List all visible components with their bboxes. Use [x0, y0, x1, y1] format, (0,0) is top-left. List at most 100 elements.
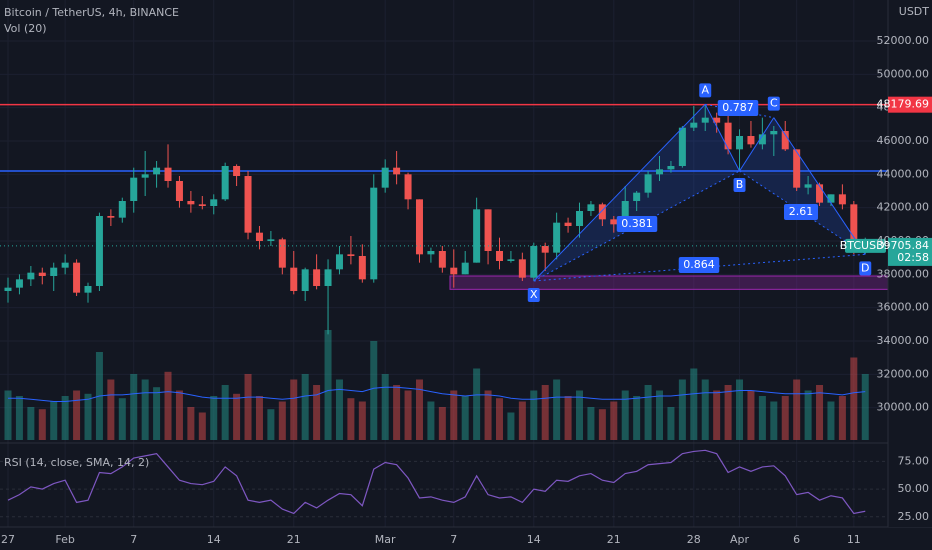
pattern-line: [773, 117, 866, 255]
pattern-point-label: B: [736, 178, 744, 191]
volume-bar: [633, 396, 641, 440]
volume-bar: [244, 374, 252, 440]
rsi-tick-label: 75.00: [898, 454, 930, 467]
candle-body: [610, 219, 618, 225]
candle-body: [95, 216, 103, 286]
volume-bar: [4, 390, 12, 440]
pattern-point-bg: [859, 261, 872, 276]
volume-bar: [313, 385, 321, 440]
y-tick-label: 52000.00: [877, 34, 930, 47]
candle-body: [335, 254, 343, 270]
candle-body: [415, 199, 423, 255]
volume-bar: [747, 390, 755, 440]
ratio-label-bg: [678, 257, 720, 273]
volume-bar: [267, 409, 275, 440]
volume-bar: [301, 374, 309, 440]
x-tick-label: 14: [527, 533, 541, 546]
volume-bar: [15, 396, 23, 440]
candle-body: [804, 184, 812, 188]
candle-body: [38, 272, 46, 276]
candle-body: [313, 269, 321, 286]
candle-body: [84, 286, 92, 293]
candle-body: [667, 166, 675, 170]
x-tick-label: 6: [793, 533, 800, 546]
candle-body: [255, 232, 263, 241]
candle-body: [290, 267, 298, 291]
volume-bar: [804, 390, 812, 440]
x-tick-label: 7: [450, 533, 457, 546]
candle-body: [770, 131, 778, 135]
candle-body: [656, 169, 664, 175]
chart-title: Bitcoin / TetherUS, 4h, BINANCE: [4, 6, 179, 19]
volume-bar: [141, 379, 149, 440]
x-tick-label: 14: [207, 533, 221, 546]
y-tick-label: 36000.00: [877, 301, 930, 314]
volume-bar: [38, 409, 46, 440]
candle-body: [587, 204, 595, 211]
volume-bar: [473, 368, 481, 440]
candle-body: [130, 177, 138, 201]
pattern-point-bg: [767, 96, 780, 111]
volume-bar: [198, 412, 206, 440]
volume-bar: [678, 379, 686, 440]
candle-body: [393, 167, 401, 175]
candle-body: [507, 259, 515, 261]
candle-body: [576, 211, 583, 226]
candle-body: [15, 279, 23, 288]
candle-body: [381, 167, 389, 188]
candle-body: [73, 262, 81, 293]
candle-body: [267, 239, 275, 241]
volume-bar: [187, 407, 195, 440]
candle-body: [758, 134, 766, 145]
candle-body: [198, 204, 206, 206]
y-tick-label: 30000.00: [877, 401, 930, 414]
pattern-point-bg: [527, 288, 540, 302]
volume-bar: [404, 390, 412, 440]
candle-body: [210, 199, 218, 206]
candle-body: [838, 194, 846, 205]
ratio-label: 2.61: [789, 205, 814, 218]
volume-bar: [793, 379, 801, 440]
y-tick-label: 46000.00: [877, 134, 930, 147]
volume-bar: [50, 401, 58, 440]
countdown: 02:58: [897, 251, 929, 264]
candle-body: [438, 251, 446, 268]
y-tick-label: 34000.00: [877, 334, 930, 347]
candle-body: [187, 201, 195, 205]
candle-body: [221, 166, 229, 200]
volume-bar: [781, 396, 789, 440]
rsi-title: RSI (14, close, SMA, 14, 2): [4, 456, 149, 469]
candle-body: [244, 176, 252, 233]
price-line-label-bg: [888, 96, 932, 113]
x-tick-label: 21: [287, 533, 301, 546]
volume-bar: [164, 371, 172, 440]
candle-body: [175, 181, 183, 201]
volume-bar: [324, 330, 332, 440]
pattern-line: [533, 103, 706, 282]
volume-bar: [690, 368, 698, 440]
rsi-line: [7, 449, 866, 515]
candle-body: [724, 122, 732, 150]
last-price-bg: [888, 237, 932, 266]
volume-bar: [415, 379, 423, 440]
pattern-point-label: D: [861, 261, 869, 274]
volume-bar: [518, 401, 526, 440]
volume-bar: [838, 396, 846, 440]
y-tick-label: 42000.00: [877, 201, 930, 214]
candle-body: [358, 256, 366, 280]
ratio-label-bg: [784, 204, 818, 220]
volume-bar: [610, 401, 618, 440]
volume-bar: [370, 341, 378, 440]
candle-body: [50, 267, 58, 276]
x-tick-label: 21: [607, 533, 621, 546]
candle-body: [530, 246, 538, 278]
candle-body: [553, 222, 561, 253]
candle-body: [107, 216, 115, 218]
ratio-label-bg: [616, 216, 658, 232]
volume-bar: [770, 401, 778, 440]
candle-body: [816, 184, 824, 203]
volume-bar: [118, 398, 126, 440]
volume-bar: [461, 396, 469, 440]
candle-body: [678, 127, 686, 166]
volume-bar: [278, 401, 286, 440]
